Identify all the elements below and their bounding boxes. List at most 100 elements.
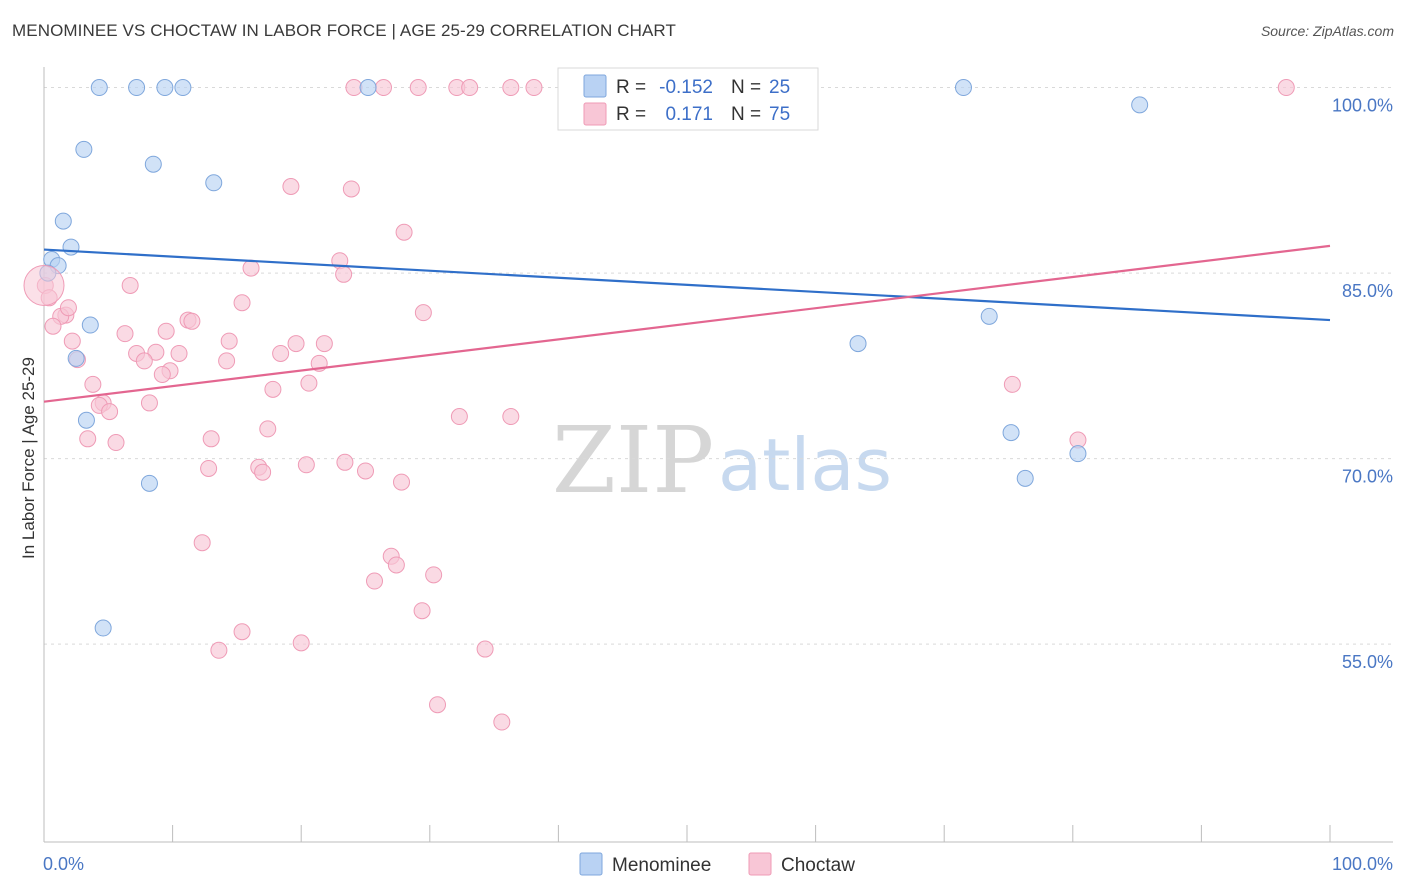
data-point-choctaw — [233, 623, 251, 641]
data-point-choctaw — [393, 473, 411, 491]
data-point-choctaw — [502, 408, 520, 426]
y-tick-label: 55.0% — [1342, 652, 1393, 672]
source-credit: Source: ZipAtlas.com — [1260, 23, 1394, 39]
watermark-zip: ZIP — [552, 407, 714, 514]
data-point-choctaw — [366, 572, 384, 590]
data-point-choctaw — [300, 374, 318, 392]
data-point-choctaw — [395, 223, 413, 241]
data-point-choctaw — [264, 380, 282, 398]
data-point-choctaw — [375, 79, 393, 97]
y-tick-label: 85.0% — [1342, 281, 1393, 301]
data-point-choctaw — [413, 602, 431, 620]
data-point-choctaw — [147, 343, 165, 361]
stats-n-value-choctaw: 75 — [769, 104, 790, 125]
data-point-choctaw — [153, 365, 171, 383]
data-point-choctaw — [429, 696, 447, 714]
data-point-choctaw — [157, 322, 175, 340]
data-point-choctaw — [425, 566, 443, 584]
data-point-menominee — [67, 349, 85, 367]
data-point-choctaw — [1277, 79, 1295, 97]
data-point-menominee — [954, 79, 972, 97]
data-point-choctaw — [297, 456, 315, 474]
y-axis-title: In Labor Force | Age 25-29 — [19, 357, 38, 559]
data-point-menominee — [144, 155, 162, 173]
data-point-choctaw — [287, 335, 305, 353]
data-point-choctaw — [183, 312, 201, 330]
data-point-choctaw — [63, 332, 81, 350]
stats-r-value-menominee: -0.152 — [659, 77, 713, 98]
y-tick-label: 70.0% — [1342, 467, 1393, 487]
data-point-menominee — [174, 79, 192, 97]
data-point-menominee — [90, 79, 108, 97]
data-point-choctaw — [335, 265, 353, 283]
data-point-choctaw — [315, 335, 333, 353]
legend-label-choctaw: Choctaw — [781, 855, 855, 876]
legend-label-menominee: Menominee — [612, 855, 711, 876]
data-point-menominee — [81, 316, 99, 334]
stats-n-value-menominee: 25 — [769, 77, 790, 98]
data-point-choctaw — [345, 79, 363, 97]
data-point-menominee — [980, 307, 998, 325]
data-point-choctaw — [242, 259, 260, 277]
stats-r-label-menominee: R = — [616, 77, 646, 98]
stats-r-value-choctaw: 0.171 — [665, 104, 713, 125]
data-point-choctaw — [357, 462, 374, 480]
watermark-atlas: atlas — [718, 423, 892, 507]
stats-swatch-choctaw — [583, 102, 607, 126]
data-point-choctaw — [493, 713, 511, 731]
stats-box: R = -0.152 N = 25 R = 0.171 N = 75 — [557, 67, 819, 131]
data-point-choctaw — [135, 352, 153, 370]
trend-line-choctaw — [43, 244, 1331, 403]
data-point-choctaw — [272, 344, 290, 362]
data-point-choctaw — [116, 325, 134, 343]
stats-n-label-menominee: N = — [731, 77, 761, 98]
data-point-menominee — [140, 474, 158, 492]
data-point-choctaw — [107, 434, 125, 452]
data-point-choctaw — [210, 641, 228, 659]
data-point-choctaw-large — [23, 264, 65, 306]
stats-r-label-choctaw: R = — [616, 104, 646, 125]
data-point-menominee — [128, 79, 146, 97]
data-point-choctaw — [193, 534, 211, 552]
data-point-menominee — [1131, 96, 1149, 114]
data-point-menominee — [156, 79, 174, 97]
legend-swatch-choctaw — [748, 852, 772, 876]
data-point-choctaw — [202, 430, 220, 448]
data-point-choctaw — [44, 317, 62, 335]
trend-line-menominee — [43, 248, 1331, 322]
data-point-menominee — [75, 140, 93, 158]
x-tick-label-min: 0.0% — [43, 854, 84, 874]
data-point-choctaw — [336, 453, 354, 471]
data-point-choctaw — [450, 408, 468, 426]
data-point-choctaw — [233, 294, 251, 312]
data-point-menominee — [62, 238, 80, 256]
data-point-menominee — [54, 212, 72, 230]
data-point-choctaw — [84, 375, 102, 393]
stats-n-label-choctaw: N = — [731, 104, 761, 125]
legend: Menominee Choctaw — [579, 852, 855, 876]
data-point-choctaw — [342, 180, 360, 198]
data-point-choctaw — [259, 420, 277, 438]
data-point-choctaw — [254, 463, 272, 481]
data-point-menominee — [1069, 445, 1087, 463]
data-point-choctaw — [1003, 375, 1021, 393]
stats-swatch-menominee — [583, 74, 607, 98]
data-point-choctaw — [409, 79, 427, 97]
data-point-choctaw — [220, 332, 238, 350]
data-point-choctaw — [476, 640, 494, 658]
data-point-choctaw — [59, 299, 77, 317]
data-point-menominee — [94, 619, 112, 637]
data-point-menominee — [77, 411, 95, 429]
data-point-choctaw — [121, 276, 139, 294]
data-point-choctaw — [170, 344, 188, 362]
data-point-choctaw — [218, 352, 236, 370]
data-point-choctaw — [282, 177, 300, 195]
chart-title: MENOMINEE VS CHOCTAW IN LABOR FORCE | AG… — [12, 21, 676, 40]
data-point-choctaw — [79, 430, 97, 448]
data-point-choctaw — [200, 459, 218, 477]
data-point-choctaw — [101, 403, 119, 421]
data-point-menominee — [1002, 424, 1020, 442]
y-tick-label: 100.0% — [1332, 96, 1393, 116]
data-point-menominee — [1016, 469, 1034, 487]
